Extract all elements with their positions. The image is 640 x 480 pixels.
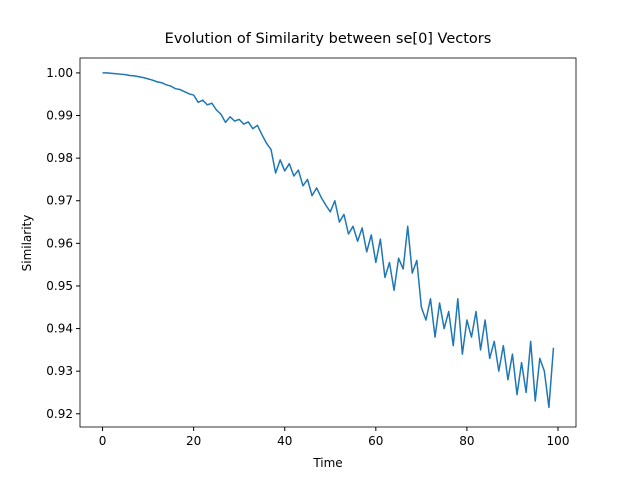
- y-tick-label: 0.97: [46, 194, 73, 208]
- y-tick-label: 0.98: [46, 151, 73, 165]
- plot-frame: [79, 57, 577, 428]
- x-tick-label: 40: [277, 434, 292, 448]
- y-axis-label: Similarity: [20, 215, 34, 272]
- y-tick-label: 0.96: [46, 236, 73, 250]
- y-tick-label: 0.99: [46, 109, 73, 123]
- chart-title: Evolution of Similarity between se[0] Ve…: [165, 31, 492, 47]
- x-tick-label: 100: [547, 434, 570, 448]
- y-tick-label: 0.95: [46, 279, 73, 293]
- y-tick-label: 0.94: [46, 322, 73, 336]
- x-tick-label: 20: [186, 434, 201, 448]
- y-tick-label: 1.00: [46, 66, 73, 80]
- y-tick-label: 0.92: [46, 407, 73, 421]
- y-tick-label: 0.93: [46, 364, 73, 378]
- x-tick-label: 60: [368, 434, 383, 448]
- x-axis-label: Time: [312, 456, 342, 470]
- x-tick-label: 80: [459, 434, 474, 448]
- x-tick-label: 0: [99, 434, 107, 448]
- line-series: [102, 72, 555, 409]
